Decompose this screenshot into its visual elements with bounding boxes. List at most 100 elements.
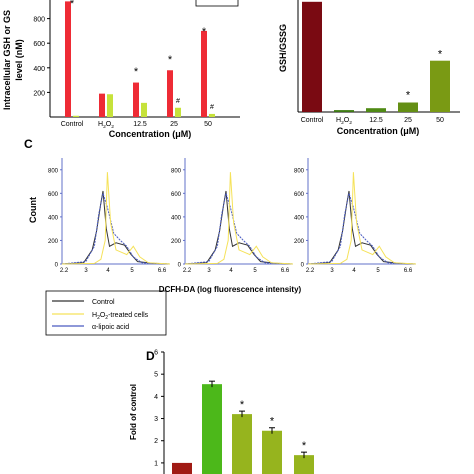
y-tick-label: 800 [33, 17, 45, 24]
x-tick-label: 2.2 [306, 268, 315, 274]
annotation: * [270, 416, 275, 428]
x-tick-label: H2O2 [336, 117, 352, 126]
y-tick-label: 400 [48, 215, 59, 221]
bar-red [201, 30, 207, 117]
x-tick-label: 5 [130, 268, 134, 274]
curve-control [307, 190, 417, 265]
annotation: * [202, 26, 207, 38]
x-tick-label: 4 [352, 268, 356, 274]
curve-h2o2 [307, 172, 417, 265]
curve-h2o2 [61, 172, 171, 265]
annotation: * [240, 399, 245, 411]
y-tick-label: 2 [154, 438, 158, 445]
bar-green [73, 115, 79, 117]
x-tick-label: H2O2 [98, 121, 114, 130]
y-axis-label: Intracellular GSH or GS [2, 10, 12, 110]
y-axis-label: level (nM) [14, 39, 24, 81]
bar [334, 110, 354, 112]
bar [232, 414, 252, 474]
y-axis-label: Count [28, 197, 38, 223]
annotation: * [438, 49, 443, 61]
y-tick-label: 6 [154, 350, 158, 357]
histogram-panel: 0 200 400 600 800 2.2 3 4 5 6.6 [294, 158, 417, 274]
y-tick-label: 200 [171, 239, 182, 245]
curve-control [61, 190, 171, 265]
y-tick-label: 4 [154, 394, 158, 401]
y-tick-label: 1 [154, 460, 158, 467]
annotation: * [168, 54, 173, 66]
x-tick-label: 2.2 [60, 268, 69, 274]
x-tick-label: 25 [170, 121, 178, 128]
histogram-panel: 0 200 400 600 800 2.2 3 4 5 6.6 [171, 158, 294, 274]
bar-red [133, 82, 139, 117]
legend-border [45, 290, 167, 336]
y-tick-label: 800 [294, 168, 305, 174]
x-tick-label: 50 [436, 117, 444, 124]
x-tick-label: 5 [253, 268, 257, 274]
y-tick-label: 800 [48, 168, 59, 174]
bar-green [107, 94, 113, 117]
y-tick-label: 0 [55, 263, 59, 269]
annotation: # [210, 104, 214, 111]
annotation: * [70, 0, 75, 10]
curve-control [184, 190, 294, 265]
y-tick-label: 0 [178, 263, 182, 269]
x-tick-label: 6.6 [281, 268, 290, 274]
bar [262, 430, 282, 474]
legend-label: H2O2-treated cells [92, 312, 149, 321]
y-axis-label: Fold of control [129, 384, 138, 440]
y-tick-label: 200 [294, 239, 305, 245]
x-tick-label: Control [301, 117, 324, 124]
y-tick-label: 400 [171, 215, 182, 221]
bar [398, 102, 418, 112]
x-tick-label: 3 [84, 268, 88, 274]
x-axis-label: DCFH-DA (log fluorescence intensity) [159, 285, 302, 294]
curve-h2o2 [184, 172, 294, 265]
x-tick-label: 12.5 [133, 121, 147, 128]
legend: Control H2O2-treated cells α-lipoic acid [45, 290, 167, 336]
bar [172, 462, 192, 474]
x-tick-label: 5 [376, 268, 380, 274]
x-axis-label: Concentration (μM) [337, 126, 420, 136]
legend-label: Control [92, 299, 115, 306]
y-tick-label: 400 [294, 215, 305, 221]
x-tick-label: 4 [106, 268, 110, 274]
legend-box [195, 0, 239, 7]
y-tick-label: 600 [294, 192, 305, 198]
x-axis-label: Concentration (μM) [109, 129, 192, 139]
bar [430, 60, 450, 112]
annotation: * [302, 440, 307, 452]
legend-label: α-lipoic acid [92, 324, 129, 331]
curve-lipoic [61, 193, 171, 265]
x-tick-label: 6.6 [404, 268, 413, 274]
panel-d-chart: D 1 2 3 4 5 6 Fold of control * * * [129, 349, 314, 474]
x-tick-label: 12.5 [369, 117, 383, 124]
bar [294, 455, 314, 474]
x-tick-label: 3 [330, 268, 334, 274]
bar [366, 108, 386, 112]
annotation: * [406, 90, 411, 102]
x-tick-label: 6.6 [158, 268, 167, 274]
bar [202, 384, 222, 474]
x-tick-label: 4 [229, 268, 233, 274]
annotation: # [176, 98, 180, 105]
y-tick-label: 600 [33, 41, 45, 48]
y-tick-label: 0 [301, 263, 305, 269]
y-tick-label: 600 [171, 192, 182, 198]
x-tick-label: 25 [404, 117, 412, 124]
panel-a-chart: 200 400 600 800 * * * * # # Control H2O2 12.5 25 50 Con… [2, 0, 240, 139]
bar-green [141, 102, 147, 117]
y-tick-label: 3 [154, 416, 158, 423]
bar-green [175, 107, 181, 117]
bar [302, 1, 322, 112]
y-tick-label: 800 [171, 168, 182, 174]
bar-red [99, 93, 105, 117]
bar-green [209, 113, 215, 117]
y-tick-label: 200 [33, 90, 45, 97]
panel-letter: D [146, 349, 155, 363]
y-tick-label: 200 [48, 239, 59, 245]
x-tick-label: Control [61, 121, 84, 128]
bar-red [65, 1, 71, 118]
panel-b-chart: * * Control H2O2 12.5 25 50 Concentration (μM) G… [278, 0, 460, 136]
